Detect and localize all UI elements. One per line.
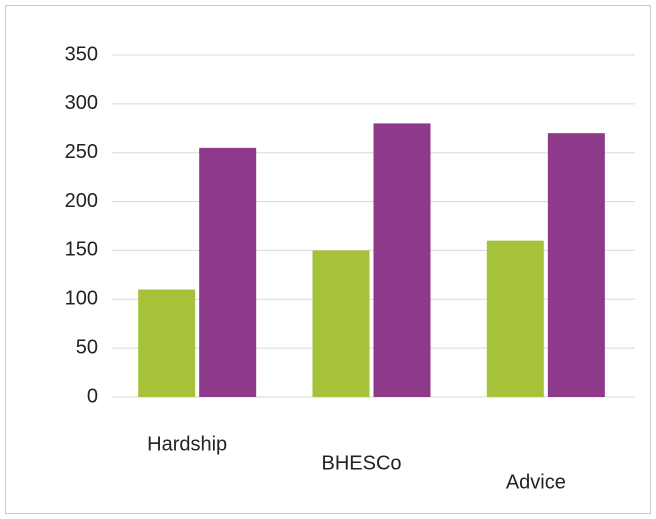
x-tick-label: Hardship [147, 433, 227, 455]
y-tick-label: 350 [65, 43, 98, 65]
y-tick-label: 200 [65, 190, 98, 212]
y-tick-label: 150 [65, 239, 98, 261]
y-tick-label: 50 [76, 336, 98, 358]
x-tick-label: BHESCo [321, 452, 401, 474]
bar [312, 250, 370, 397]
bar [373, 123, 431, 398]
x-tick-label: Advice [506, 471, 566, 493]
y-tick-label: 0 [87, 385, 98, 407]
bar [138, 289, 196, 397]
y-tick-label: 100 [65, 288, 98, 310]
y-tick-label: 300 [65, 92, 98, 114]
bar [547, 133, 605, 397]
bar [199, 147, 257, 397]
bar [486, 240, 544, 397]
y-tick-label: 250 [65, 141, 98, 163]
